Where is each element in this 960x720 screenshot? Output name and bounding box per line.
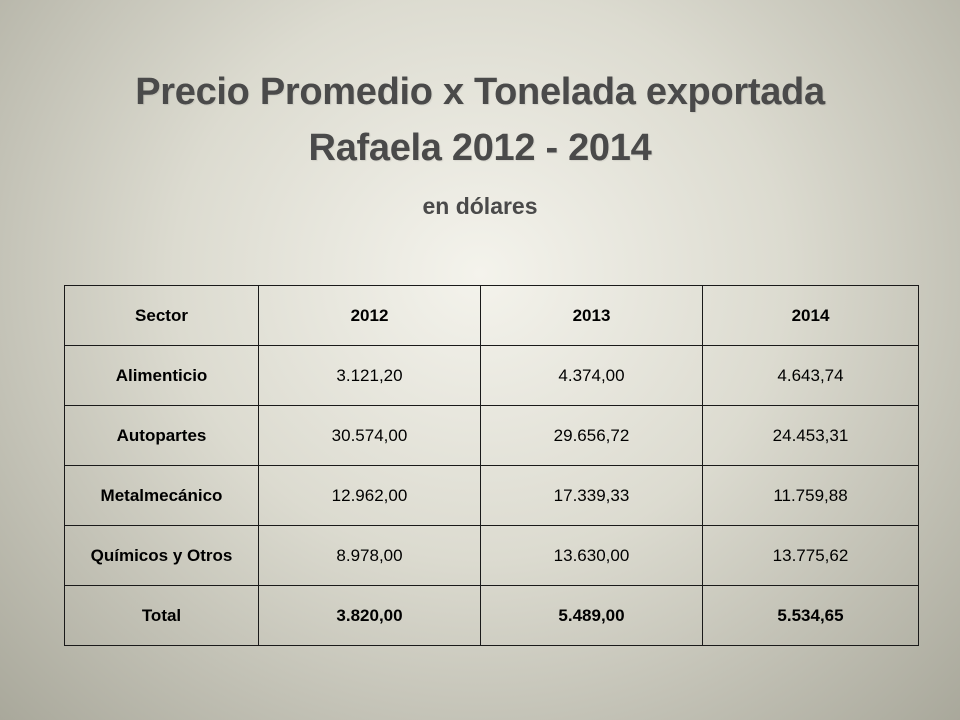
value-cell: 11.759,88 [702,465,919,526]
table-row: Metalmecánico 12.962,00 17.339,33 11.759… [64,465,919,526]
sector-cell: Metalmecánico [64,465,259,526]
table-header-row: Sector 2012 2013 2014 [64,285,919,346]
table-row: Alimenticio 3.121,20 4.374,00 4.643,74 [64,345,919,406]
header-cell: Sector [64,285,259,346]
sector-cell: Alimenticio [64,345,259,406]
title-line-2: Rafaela 2012 - 2014 [308,127,652,169]
value-cell: 17.339,33 [480,465,703,526]
sector-cell: Químicos y Otros [64,525,259,586]
header-cell: 2013 [480,285,703,346]
value-cell: 12.962,00 [258,465,481,526]
value-cell: 30.574,00 [258,405,481,466]
value-cell: 8.978,00 [258,525,481,586]
value-cell: 4.643,74 [702,345,919,406]
slide-subtitle: en dólares [422,193,538,219]
sector-cell: Autopartes [64,405,259,466]
total-value-cell: 5.534,65 [702,585,919,646]
table-total-row: Total 3.820,00 5.489,00 5.534,65 [64,585,919,646]
header-cell: 2014 [702,285,919,346]
title-line-1: Precio Promedio x Tonelada exportada [135,71,825,113]
table-row: Químicos y Otros 8.978,00 13.630,00 13.7… [64,525,919,586]
price-table: Sector 2012 2013 2014 Alimenticio 3.121,… [64,285,919,646]
value-cell: 24.453,31 [702,405,919,466]
total-value-cell: 3.820,00 [258,585,481,646]
value-cell: 29.656,72 [480,405,703,466]
value-cell: 4.374,00 [480,345,703,406]
total-label-cell: Total [64,585,259,646]
total-value-cell: 5.489,00 [480,585,703,646]
table-row: Autopartes 30.574,00 29.656,72 24.453,31 [64,405,919,466]
header-cell: 2012 [258,285,481,346]
value-cell: 13.775,62 [702,525,919,586]
slide-title: Precio Promedio x Tonelada exportada Raf… [0,64,960,176]
value-cell: 13.630,00 [480,525,703,586]
value-cell: 3.121,20 [258,345,481,406]
